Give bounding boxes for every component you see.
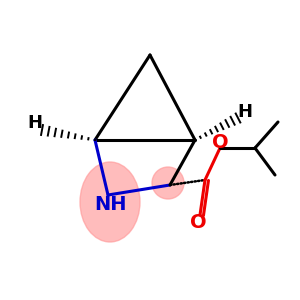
- Ellipse shape: [80, 162, 140, 242]
- Text: O: O: [190, 212, 206, 232]
- Text: H: H: [28, 114, 43, 132]
- Text: O: O: [212, 133, 228, 152]
- Ellipse shape: [152, 167, 184, 199]
- Text: NH: NH: [94, 196, 126, 214]
- Text: H: H: [238, 103, 253, 121]
